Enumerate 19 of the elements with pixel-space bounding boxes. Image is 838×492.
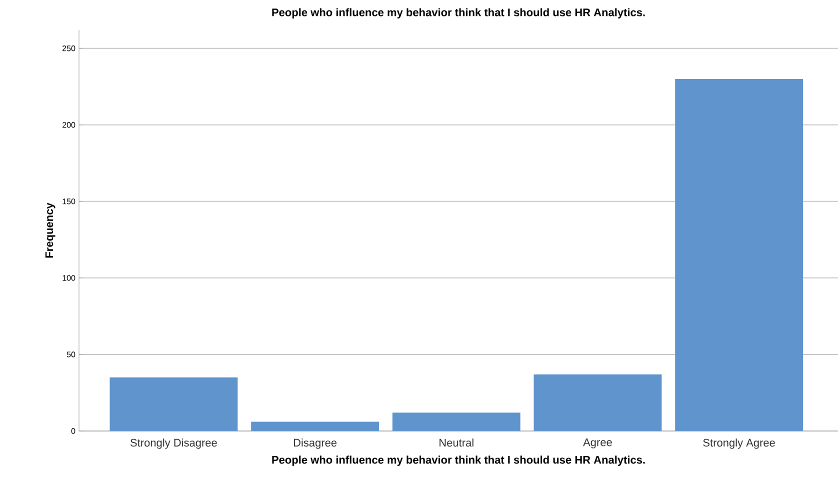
bar [675,78,804,431]
x-tick-label: Strongly Disagree [130,438,217,449]
y-tick-label: 100 [62,275,76,281]
bar [392,412,520,431]
x-tick-label: Agree [583,438,612,448]
bar [110,377,238,431]
chart-title: People who influence my behavior think that I should use HR Analytics. [272,8,645,18]
x-tick-label: Disagree [294,438,337,449]
y-tick-label: 200 [62,122,76,128]
y-tick-label: 250 [62,46,76,52]
bar [251,422,379,431]
x-tick-label: Strongly Agree [703,438,775,449]
y-tick-label: 150 [62,198,76,204]
y-tick-label: 0 [71,428,76,434]
bar [534,374,662,431]
x-axis-title: People who influence my behavior think that I should use HR Analytics. [272,456,645,466]
x-tick-label: Neutral [440,438,474,447]
y-axis-title: Frequency [45,202,56,258]
y-tick-label: 50 [66,352,76,358]
